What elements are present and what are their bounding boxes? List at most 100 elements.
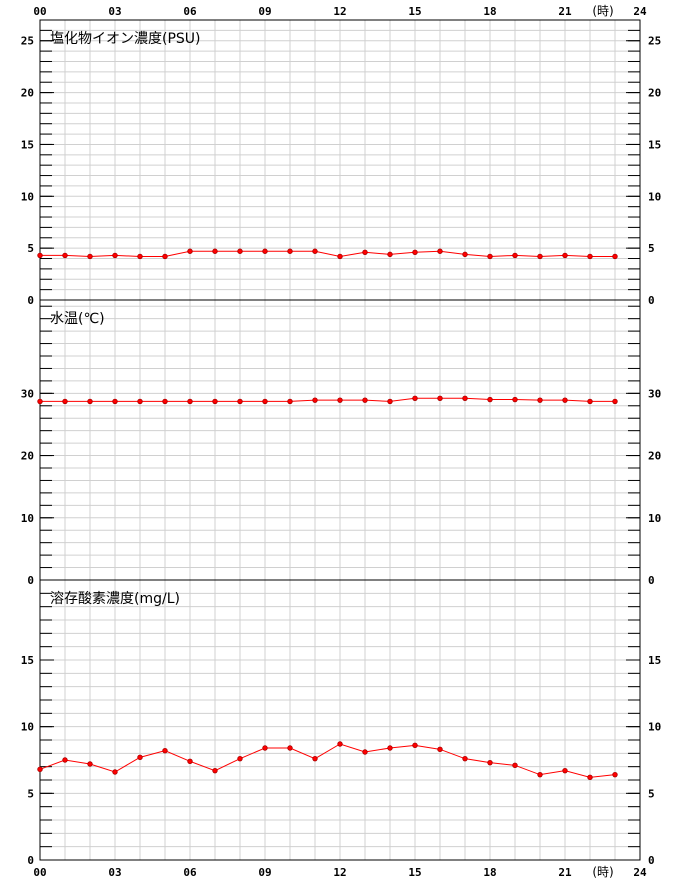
data-point bbox=[162, 747, 168, 754]
y-tick-label-right: 0 bbox=[648, 854, 655, 867]
data-point bbox=[37, 398, 43, 405]
x-tick-label-top: 21 bbox=[558, 5, 572, 18]
data-point bbox=[487, 253, 493, 260]
y-tick-label-right: 10 bbox=[648, 512, 661, 525]
y-tick-label-left: 10 bbox=[21, 721, 34, 734]
y-tick-label-left: 10 bbox=[21, 190, 34, 203]
x-axis-top: 00 03 06 09 12 15 18 21 24 (時) bbox=[33, 4, 647, 18]
data-point bbox=[262, 398, 268, 405]
data-point bbox=[587, 398, 593, 405]
data-point bbox=[137, 398, 143, 405]
y-tick-label-right: 15 bbox=[648, 138, 661, 151]
series-line bbox=[40, 250, 615, 257]
y-tick-label-left: 5 bbox=[27, 242, 34, 255]
x-tick-label-top: 00 bbox=[33, 5, 46, 18]
y-tick-label-right: 5 bbox=[648, 787, 655, 800]
data-point bbox=[537, 397, 543, 403]
data-point bbox=[487, 759, 493, 766]
data-point bbox=[587, 253, 593, 260]
panel-title: 水温(℃) bbox=[50, 311, 105, 327]
x-tick-label-top: 09 bbox=[258, 5, 271, 18]
data-point bbox=[612, 398, 618, 405]
data-point bbox=[387, 251, 393, 258]
data-point bbox=[362, 397, 368, 403]
x-tick-label-bottom: 12 bbox=[333, 866, 346, 879]
data-point bbox=[412, 742, 418, 749]
panel-2: 0 0 10 10 20 20 30 30 水温(℃) bbox=[21, 299, 661, 587]
x-tick-label-bottom: 21 bbox=[558, 866, 572, 879]
data-point bbox=[62, 398, 68, 405]
data-point bbox=[287, 745, 293, 751]
x-tick-label-bottom: 00 bbox=[33, 866, 46, 879]
panel-title: 塩化物イオン濃度(PSU) bbox=[50, 31, 201, 47]
data-point bbox=[587, 774, 593, 781]
data-point bbox=[112, 398, 118, 405]
y-tick-label-left: 25 bbox=[21, 35, 34, 48]
data-point bbox=[287, 248, 293, 254]
x-tick-label-bottom: 03 bbox=[108, 866, 121, 879]
y-tick-label-left: 10 bbox=[21, 512, 34, 525]
data-point bbox=[437, 248, 443, 254]
panel-3: 0 0 5 5 10 10 15 15 溶存酸素濃度(mg/L) bbox=[21, 579, 661, 867]
x-unit-label-top: (時) bbox=[592, 4, 613, 18]
x-tick-label-top: 18 bbox=[483, 5, 496, 18]
data-point bbox=[37, 252, 43, 259]
data-point bbox=[337, 397, 343, 403]
y-tick-label-left: 15 bbox=[21, 138, 34, 151]
y-tick-label-right: 5 bbox=[648, 242, 655, 255]
data-point bbox=[412, 249, 418, 255]
data-point bbox=[612, 253, 618, 260]
data-point bbox=[62, 252, 68, 259]
data-point bbox=[312, 755, 318, 762]
data-point bbox=[237, 398, 243, 405]
data-point bbox=[537, 253, 543, 260]
data-point bbox=[187, 398, 193, 405]
data-point bbox=[62, 757, 68, 763]
y-tick-label-right: 20 bbox=[648, 87, 661, 100]
data-point bbox=[487, 396, 493, 403]
data-point bbox=[387, 745, 393, 751]
data-point bbox=[137, 253, 143, 260]
data-point bbox=[337, 253, 343, 260]
data-point bbox=[312, 397, 318, 403]
data-point bbox=[312, 248, 318, 254]
data-point bbox=[212, 767, 218, 774]
data-point bbox=[187, 758, 193, 765]
x-tick-label-top: 06 bbox=[183, 5, 197, 18]
x-tick-label-bottom: 24 bbox=[633, 866, 647, 879]
data-point bbox=[512, 252, 518, 259]
data-point bbox=[512, 396, 518, 403]
data-point bbox=[262, 248, 268, 254]
y-tick-label-right: 20 bbox=[648, 450, 661, 463]
data-point bbox=[537, 771, 543, 778]
data-point bbox=[562, 252, 568, 259]
data-point bbox=[412, 395, 418, 402]
data-point bbox=[562, 397, 568, 403]
series-line bbox=[39, 743, 616, 778]
data-point bbox=[112, 769, 118, 775]
data-point bbox=[237, 755, 243, 762]
y-tick-label-left: 0 bbox=[27, 574, 34, 587]
y-tick-label-left: 20 bbox=[21, 450, 34, 463]
data-point bbox=[337, 741, 343, 747]
series-line bbox=[40, 397, 615, 402]
y-tick-label-right: 0 bbox=[648, 574, 655, 587]
y-tick-label-right: 25 bbox=[648, 35, 661, 48]
x-tick-label-top: 12 bbox=[333, 5, 346, 18]
data-point bbox=[362, 749, 368, 755]
data-point bbox=[612, 771, 618, 778]
x-axis-bottom: 00 03 06 09 12 15 18 21 24 (時) bbox=[33, 865, 647, 879]
x-tick-label-top: 24 bbox=[633, 5, 647, 18]
data-point bbox=[137, 754, 143, 761]
y-tick-label-left: 0 bbox=[27, 294, 34, 307]
x-tick-label-bottom: 09 bbox=[258, 866, 271, 879]
data-point bbox=[562, 767, 568, 774]
data-point bbox=[262, 745, 268, 751]
data-point bbox=[87, 761, 93, 767]
vertical-gridlines bbox=[64, 20, 616, 860]
data-point bbox=[462, 395, 468, 402]
data-point bbox=[462, 755, 468, 762]
x-tick-label-bottom: 18 bbox=[483, 866, 496, 879]
data-point bbox=[437, 746, 443, 753]
